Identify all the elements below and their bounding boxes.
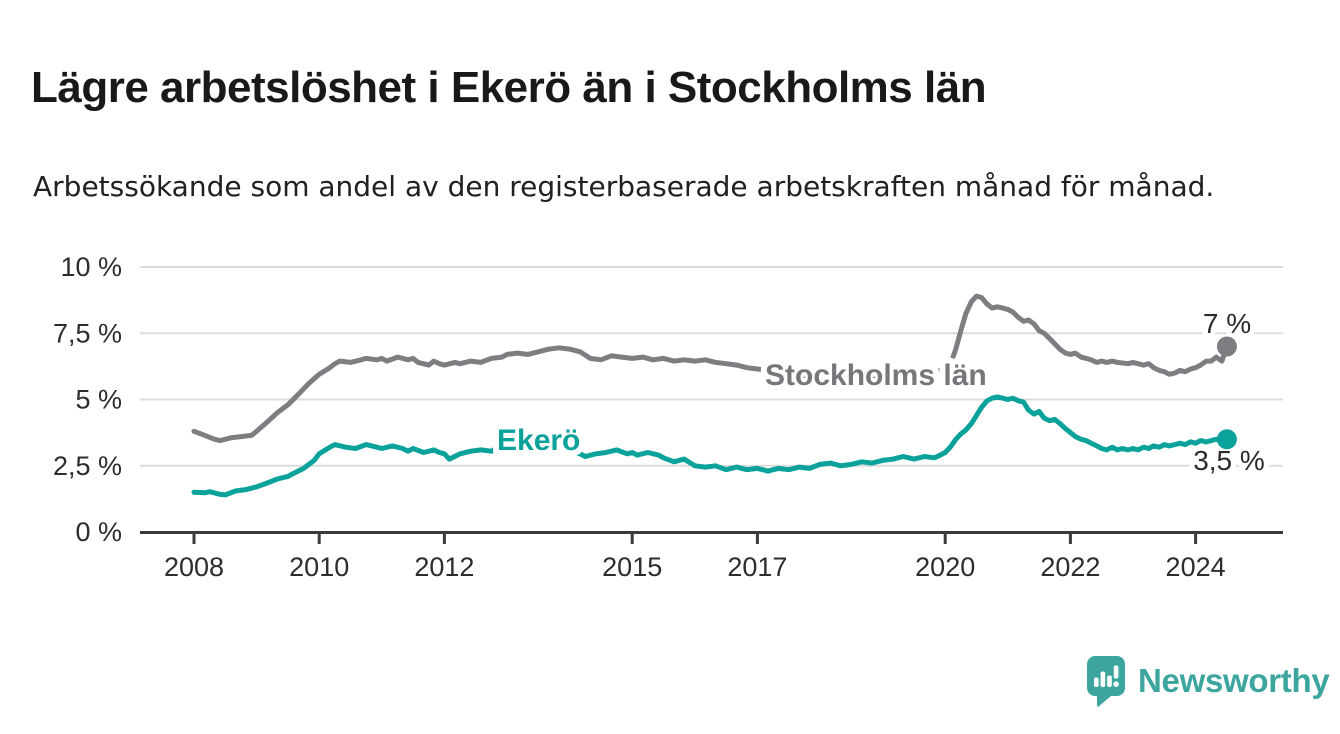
chart-subtitle: Arbetssökande som andel av den registerb… xyxy=(33,170,1215,203)
x-axis-tick-label: 2008 xyxy=(164,552,224,582)
end-value-label-ekero: 3,5 % xyxy=(1193,445,1265,476)
y-axis-tick-label: 2,5 % xyxy=(53,451,122,481)
gridlines-group xyxy=(140,266,1283,467)
x-axis-tick-label: 2012 xyxy=(414,552,474,582)
series-end-dot-eker- xyxy=(1216,429,1237,450)
end-dots-group xyxy=(1216,336,1237,450)
series-end-dot-stockholms-l-n xyxy=(1216,336,1237,357)
y-axis-tick-label: 0 % xyxy=(75,517,122,547)
y-axis-tick-label: 5 % xyxy=(75,385,122,415)
series-line-stockholms-l-n xyxy=(191,293,1230,444)
y-axis-tick-label: 10 % xyxy=(60,252,122,282)
x-axis-tick-label: 2024 xyxy=(1166,552,1226,582)
newsworthy-logo-text: Newsworthy xyxy=(1138,662,1330,699)
end-value-labels-group: 7 % 3,5 % xyxy=(1188,303,1270,481)
series-name-labels-group: Stockholms län Ekerö xyxy=(491,353,993,463)
series-line-eker- xyxy=(191,394,1230,498)
x-axis-tick-label: 2020 xyxy=(915,552,975,582)
series-label-stockholms-lan: Stockholms län xyxy=(765,359,987,392)
series-lines-group xyxy=(191,293,1230,498)
x-axis-tick-label: 2010 xyxy=(289,552,349,582)
axes-group: 0 % 2,5 % 5 % 7,5 % 10 % 2008 2010 2012 2015 2017… xyxy=(53,252,1283,582)
newsworthy-logo: Newsworthy xyxy=(1087,656,1330,707)
x-axis-tick-label: 2015 xyxy=(602,552,662,582)
page-title: Lägre arbetslöshet i Ekerö än i Stockhol… xyxy=(31,63,987,113)
series-label-ekero: Ekerö xyxy=(497,424,580,457)
x-axis-tick-label: 2022 xyxy=(1040,552,1100,582)
bar-chart-speech-bubble-icon xyxy=(1087,656,1125,707)
x-axis-tick-label: 2017 xyxy=(727,552,787,582)
end-value-label-stockholms-lan: 7 % xyxy=(1203,308,1251,339)
y-axis-tick-label: 7,5 % xyxy=(53,318,122,348)
